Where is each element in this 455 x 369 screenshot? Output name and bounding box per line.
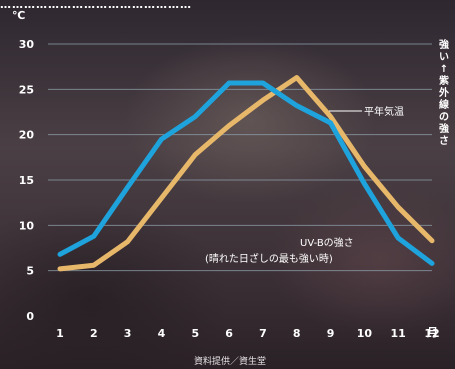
x-tick-1: 1: [56, 327, 64, 340]
y-tick-25: 25: [19, 83, 34, 96]
x-tick-7: 7: [259, 327, 267, 340]
x-tick-11: 11: [391, 327, 406, 340]
y-tick-labels: 0 5 10 15 20 25 30: [19, 38, 35, 323]
x-tick-4: 4: [158, 327, 166, 340]
y-tick-10: 10: [19, 219, 35, 232]
y-tick-20: 20: [19, 129, 35, 142]
x-tick-3: 3: [124, 327, 132, 340]
x-tick-8: 8: [293, 327, 301, 340]
source-credit: 資料提供／資生堂: [193, 357, 266, 367]
cropped-header-text: …………………………………………: [0, 0, 192, 11]
series-line-temperature: [57, 75, 435, 272]
series-label-uvb-note: (晴れた日ざしの最も強い時): [205, 252, 333, 265]
series-label-uvb: UV-Bの強さ: [300, 236, 354, 249]
y-tick-30: 30: [19, 38, 35, 51]
right-axis-label: 強い ↑ 紫外線の強さ: [439, 40, 455, 147]
x-tick-10: 10: [357, 327, 373, 340]
x-tick-labels: 1 2 3 4 5 6 7 8 9 10 11 12: [56, 327, 439, 340]
gridlines: [48, 43, 432, 272]
x-tick-9: 9: [327, 327, 335, 340]
x-tick-6: 6: [225, 327, 233, 340]
y-tick-0: 0: [26, 310, 34, 323]
series-lines: [57, 75, 435, 272]
y-unit-label: ℃: [12, 9, 25, 22]
y-tick-15: 15: [19, 174, 34, 187]
x-unit-label: 月: [426, 326, 438, 339]
y-tick-5: 5: [26, 265, 34, 278]
x-tick-12: 12: [424, 327, 439, 340]
series-line-uvb: [57, 80, 435, 266]
x-tick-2: 2: [90, 327, 98, 340]
x-tick-5: 5: [191, 327, 199, 340]
series-label-temperature: 平年気温: [364, 105, 404, 118]
